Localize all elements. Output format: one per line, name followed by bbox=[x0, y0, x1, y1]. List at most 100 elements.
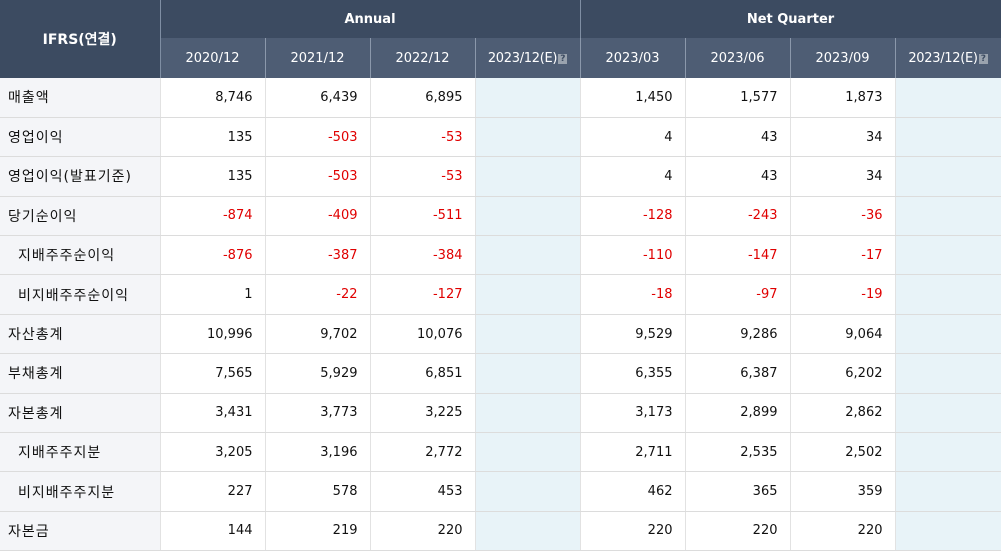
table-row: 매출액 8,746 6,439 6,895 1,450 1,577 1,873 bbox=[0, 78, 1001, 118]
table-row: 부채총계 7,565 5,929 6,851 6,355 6,387 6,202 bbox=[0, 353, 1001, 394]
help-icon[interactable]: ? bbox=[978, 53, 988, 64]
estimate-cell bbox=[475, 353, 581, 394]
value-cell: 2,502 bbox=[790, 432, 896, 473]
column-header: 2023/03 bbox=[580, 38, 686, 78]
estimate-cell bbox=[475, 235, 581, 276]
value-cell: 135 bbox=[160, 156, 266, 197]
value-cell: 9,702 bbox=[265, 314, 371, 355]
help-icon[interactable]: ? bbox=[558, 53, 568, 64]
value-cell: -384 bbox=[370, 235, 476, 276]
value-cell: -19 bbox=[790, 274, 896, 315]
value-cell: 227 bbox=[160, 471, 266, 512]
value-cell: 10,996 bbox=[160, 314, 266, 355]
value-cell: 9,286 bbox=[685, 314, 791, 355]
column-header-estimate: 2023/12(E)? bbox=[475, 38, 581, 78]
table-row: 자본금 144 219 220 220 220 220 bbox=[0, 511, 1001, 552]
table-row: 영업이익 135 -503 -53 4 43 34 bbox=[0, 117, 1001, 158]
estimate-cell bbox=[475, 314, 581, 355]
value-cell: 34 bbox=[790, 156, 896, 197]
value-cell: -17 bbox=[790, 235, 896, 276]
estimate-cell bbox=[895, 432, 1001, 473]
row-label: 부채총계 bbox=[0, 353, 161, 394]
column-header: 2021/12 bbox=[265, 38, 371, 78]
value-cell: 3,773 bbox=[265, 393, 371, 434]
estimate-cell bbox=[475, 432, 581, 473]
value-cell: -874 bbox=[160, 196, 266, 237]
value-cell: 220 bbox=[685, 511, 791, 552]
value-cell: -128 bbox=[580, 196, 686, 237]
value-cell: 8,746 bbox=[160, 78, 266, 118]
row-label: 영업이익(발표기준) bbox=[0, 156, 161, 197]
value-cell: -147 bbox=[685, 235, 791, 276]
value-cell: 1 bbox=[160, 274, 266, 315]
value-cell: 5,929 bbox=[265, 353, 371, 394]
value-cell: -18 bbox=[580, 274, 686, 315]
estimate-cell bbox=[895, 196, 1001, 237]
value-cell: -127 bbox=[370, 274, 476, 315]
value-cell: 1,577 bbox=[685, 78, 791, 118]
value-cell: 220 bbox=[370, 511, 476, 552]
table-row: 당기순이익 -874 -409 -511 -128 -243 -36 bbox=[0, 196, 1001, 237]
value-cell: -503 bbox=[265, 117, 371, 158]
value-cell: -36 bbox=[790, 196, 896, 237]
estimate-cell bbox=[895, 156, 1001, 197]
row-label: 비지배주주지분 bbox=[0, 471, 161, 512]
value-cell: 3,225 bbox=[370, 393, 476, 434]
value-cell: 3,431 bbox=[160, 393, 266, 434]
table-row: 지배주주지분 3,205 3,196 2,772 2,711 2,535 2,502 bbox=[0, 432, 1001, 473]
column-header: 2022/12 bbox=[370, 38, 476, 78]
estimate-cell bbox=[895, 78, 1001, 118]
row-label: 자산총계 bbox=[0, 314, 161, 355]
table-row: 지배주주순이익 -876 -387 -384 -110 -147 -17 bbox=[0, 235, 1001, 276]
value-cell: 144 bbox=[160, 511, 266, 552]
value-cell: 2,535 bbox=[685, 432, 791, 473]
value-cell: 9,529 bbox=[580, 314, 686, 355]
value-cell: 34 bbox=[790, 117, 896, 158]
value-cell: 6,439 bbox=[265, 78, 371, 118]
column-header: 2023/06 bbox=[685, 38, 791, 78]
estimate-cell bbox=[895, 511, 1001, 552]
value-cell: 219 bbox=[265, 511, 371, 552]
value-cell: 220 bbox=[790, 511, 896, 552]
value-cell: -22 bbox=[265, 274, 371, 315]
row-label: 지배주주지분 bbox=[0, 432, 161, 473]
value-cell: 6,355 bbox=[580, 353, 686, 394]
value-cell: 1,450 bbox=[580, 78, 686, 118]
table-row: 자본총계 3,431 3,773 3,225 3,173 2,899 2,862 bbox=[0, 393, 1001, 434]
estimate-cell bbox=[475, 117, 581, 158]
value-cell: 4 bbox=[580, 156, 686, 197]
row-label: 자본총계 bbox=[0, 393, 161, 434]
value-cell: 2,899 bbox=[685, 393, 791, 434]
value-cell: -503 bbox=[265, 156, 371, 197]
estimate-cell bbox=[475, 471, 581, 512]
value-cell: 7,565 bbox=[160, 353, 266, 394]
value-cell: -387 bbox=[265, 235, 371, 276]
column-header-estimate: 2023/12(E)? bbox=[895, 38, 1001, 78]
value-cell: 365 bbox=[685, 471, 791, 512]
value-cell: -876 bbox=[160, 235, 266, 276]
row-label: 자본금 bbox=[0, 511, 161, 552]
value-cell: -511 bbox=[370, 196, 476, 237]
estimate-cell bbox=[895, 235, 1001, 276]
estimate-cell bbox=[895, 274, 1001, 315]
row-label: 매출액 bbox=[0, 78, 161, 118]
value-cell: 1,873 bbox=[790, 78, 896, 118]
row-label: 지배주주순이익 bbox=[0, 235, 161, 276]
value-cell: 220 bbox=[580, 511, 686, 552]
value-cell: 6,895 bbox=[370, 78, 476, 118]
column-header: 2023/09 bbox=[790, 38, 896, 78]
estimate-cell bbox=[895, 353, 1001, 394]
value-cell: -53 bbox=[370, 117, 476, 158]
value-cell: 4 bbox=[580, 117, 686, 158]
value-cell: 6,202 bbox=[790, 353, 896, 394]
value-cell: -53 bbox=[370, 156, 476, 197]
value-cell: 578 bbox=[265, 471, 371, 512]
value-cell: -110 bbox=[580, 235, 686, 276]
table-body: 매출액 8,746 6,439 6,895 1,450 1,577 1,873 영업이익 135… bbox=[0, 78, 1001, 552]
value-cell: -97 bbox=[685, 274, 791, 315]
estimate-cell bbox=[475, 196, 581, 237]
table-corner-label: IFRS(연결) bbox=[0, 0, 161, 78]
value-cell: 6,851 bbox=[370, 353, 476, 394]
estimate-cell bbox=[895, 471, 1001, 512]
